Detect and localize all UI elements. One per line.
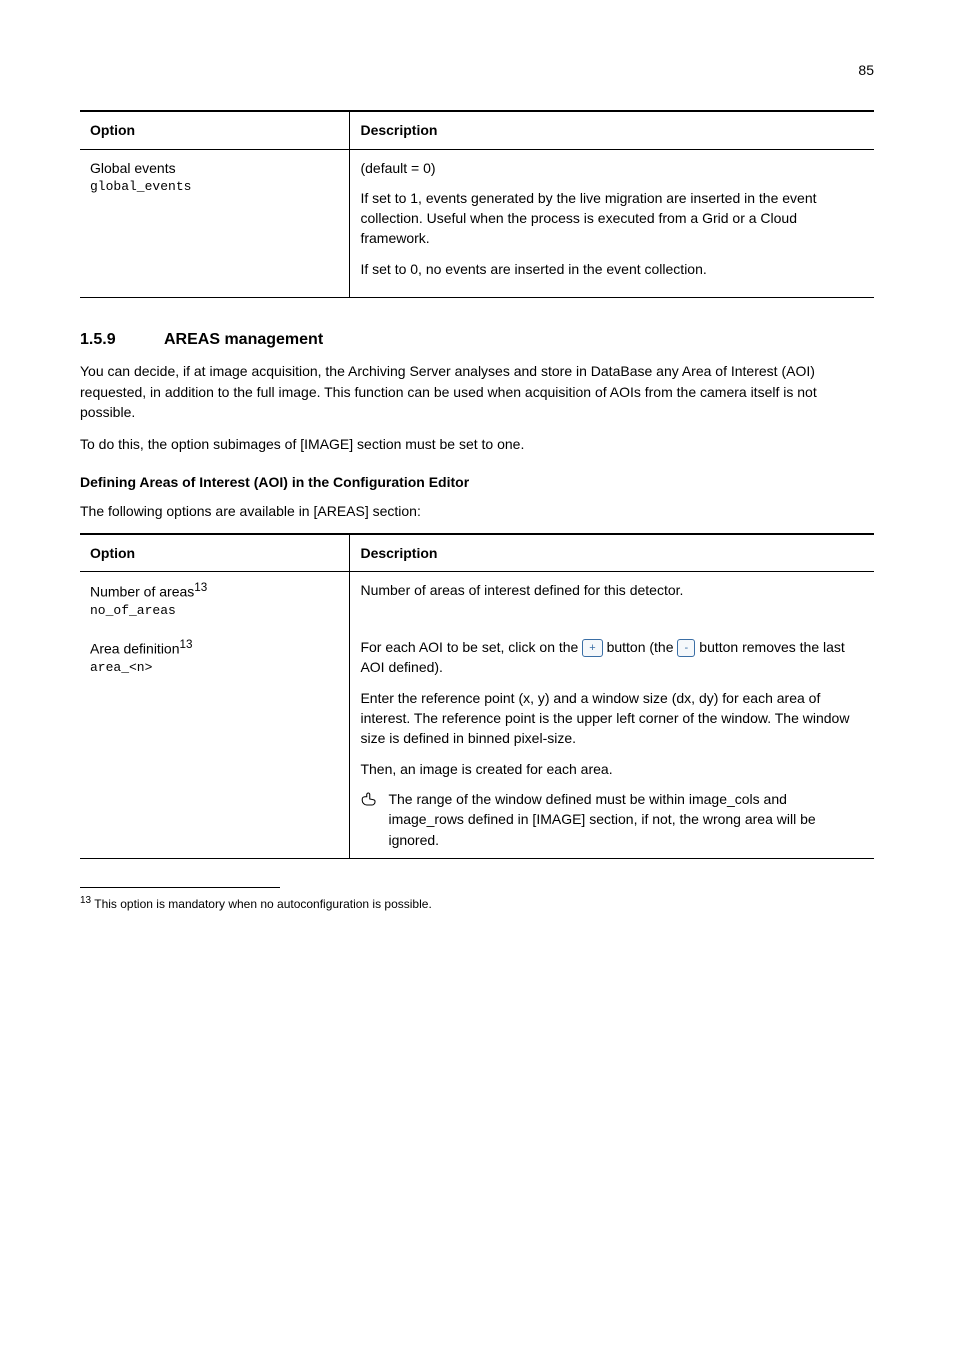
note-text: The range of the window defined must be … (388, 789, 864, 850)
option-desc-line: If set to 1, events generated by the liv… (360, 188, 864, 249)
option-code: no_of_areas (90, 602, 339, 621)
footnote: 13 This option is mandatory when no auto… (80, 894, 874, 913)
section-heading: 1.5.9 AREAS management (80, 328, 874, 351)
option-desc-line: (default = 0) (360, 158, 864, 178)
subheading: Defining Areas of Interest (AOI) in the … (80, 472, 874, 492)
table-row: Area definition13 area_<n> For each AOI … (80, 629, 874, 858)
option-code: global_events (90, 178, 339, 197)
footnote-rule (80, 887, 280, 888)
minus-button-icon: - (677, 639, 695, 657)
option-label: Area definition (90, 641, 180, 657)
note-row: The range of the window defined must be … (360, 789, 864, 850)
options-table-1: Option Description Global events global_… (80, 110, 874, 298)
body-paragraph: To do this, the option subimages of [IMA… (80, 434, 874, 454)
table-row: Global events global_events (default = 0… (80, 149, 874, 297)
option-desc-line: Number of areas of interest defined for … (360, 580, 864, 600)
intro-text: The following options are available in [… (80, 501, 874, 521)
option-label: Number of areas (90, 584, 194, 600)
footnote-text: This option is mandatory when no autocon… (94, 897, 432, 911)
option-desc-line: If set to 0, no events are inserted in t… (360, 259, 864, 279)
page-number: 85 (80, 60, 874, 80)
section-title: AREAS management (164, 328, 323, 351)
table1-header-description: Description (350, 111, 874, 149)
footnote-ref: 13 (180, 638, 193, 651)
option-label: Global events (90, 158, 339, 178)
desc-text: For each AOI to be set, click on the (360, 639, 582, 655)
footnote-ref: 13 (194, 581, 207, 594)
plus-button-icon: + (582, 639, 602, 657)
option-desc-line: Then, an image is created for each area. (360, 759, 864, 779)
table1-header-option: Option (80, 111, 350, 149)
table2-header-option: Option (80, 534, 350, 572)
option-code: area_<n> (90, 659, 339, 678)
section-number: 1.5.9 (80, 328, 140, 351)
footnote-number: 13 (80, 895, 91, 906)
body-paragraph: You can decide, if at image acquisition,… (80, 361, 874, 422)
option-desc-line: Enter the reference point (x, y) and a w… (360, 688, 864, 749)
pointing-hand-icon (360, 791, 378, 811)
table-row: Number of areas13 no_of_areas Number of … (80, 572, 874, 629)
desc-text: button (the (607, 639, 678, 655)
option-desc-line: For each AOI to be set, click on the + b… (360, 637, 864, 678)
table2-header-description: Description (350, 534, 874, 572)
options-table-2: Option Description Number of areas13 no_… (80, 533, 874, 859)
